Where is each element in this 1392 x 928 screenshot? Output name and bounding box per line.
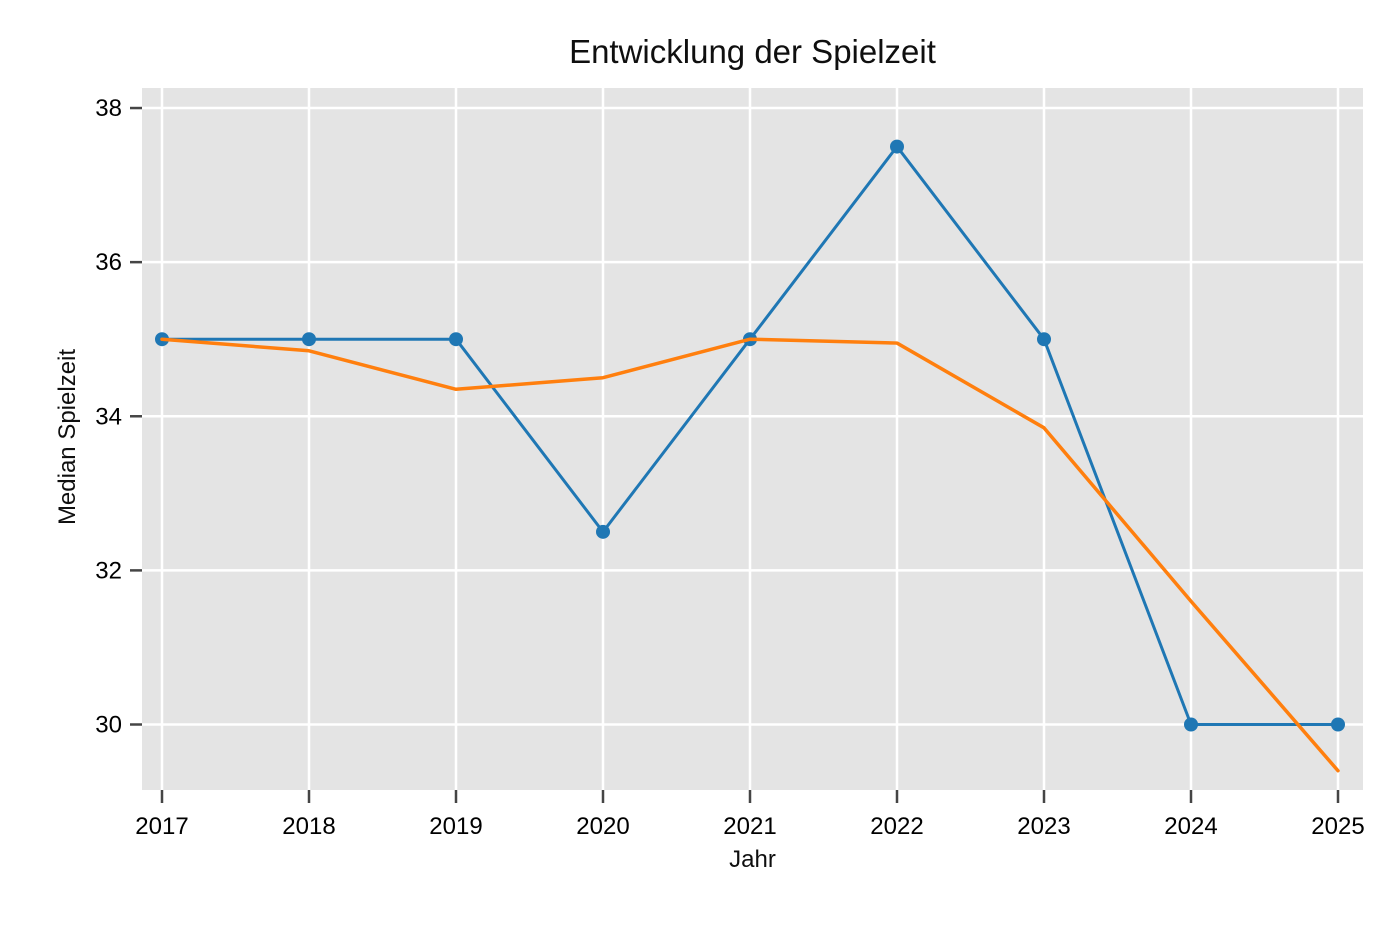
x-tick-label: 2023 <box>1017 813 1070 840</box>
y-tick-label: 34 <box>95 403 122 430</box>
y-tick-label: 32 <box>95 557 122 584</box>
x-tick-label: 2017 <box>135 813 188 840</box>
chart-title: Entwicklung der Spielzeit <box>569 33 936 70</box>
data-point-marker-blue-median <box>302 332 316 347</box>
series-line-orange-trend <box>160 337 1340 773</box>
plot-background <box>142 88 1363 790</box>
y-tick-label: 30 <box>95 712 122 739</box>
y-tick-label: 36 <box>95 249 122 276</box>
x-tick-label: 2022 <box>870 813 923 840</box>
x-tick-label: 2019 <box>429 813 482 840</box>
data-point-marker-blue-median <box>449 332 463 347</box>
x-tick-label: 2021 <box>723 813 776 840</box>
x-tick-label: 2024 <box>1164 813 1217 840</box>
y-tick-label: 38 <box>95 95 122 122</box>
x-tick-label: 2020 <box>576 813 629 840</box>
data-point-marker-blue-median <box>596 524 610 539</box>
x-tick-label: 2025 <box>1311 813 1364 840</box>
x-tick-label: 2018 <box>282 813 335 840</box>
data-point-marker-blue-median <box>1037 332 1051 347</box>
data-point-marker-blue-median <box>890 139 904 154</box>
x-axis-title: Jahr <box>729 846 776 873</box>
data-point-marker-blue-median <box>1184 717 1198 732</box>
data-point-marker-blue-median <box>1331 717 1345 732</box>
